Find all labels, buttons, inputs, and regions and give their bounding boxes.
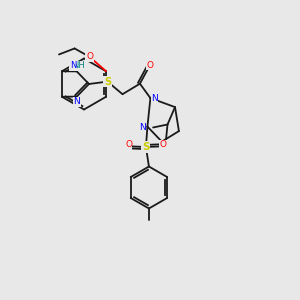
Text: N: N	[139, 123, 146, 132]
Text: N: N	[74, 98, 80, 106]
Text: N: N	[70, 61, 76, 70]
Text: N: N	[151, 94, 158, 103]
Text: S: S	[142, 142, 150, 152]
Text: S: S	[104, 76, 111, 87]
Text: O: O	[160, 140, 167, 149]
Text: NH: NH	[72, 61, 85, 70]
Text: O: O	[86, 52, 93, 61]
Text: O: O	[146, 61, 153, 70]
Text: O: O	[125, 140, 132, 149]
